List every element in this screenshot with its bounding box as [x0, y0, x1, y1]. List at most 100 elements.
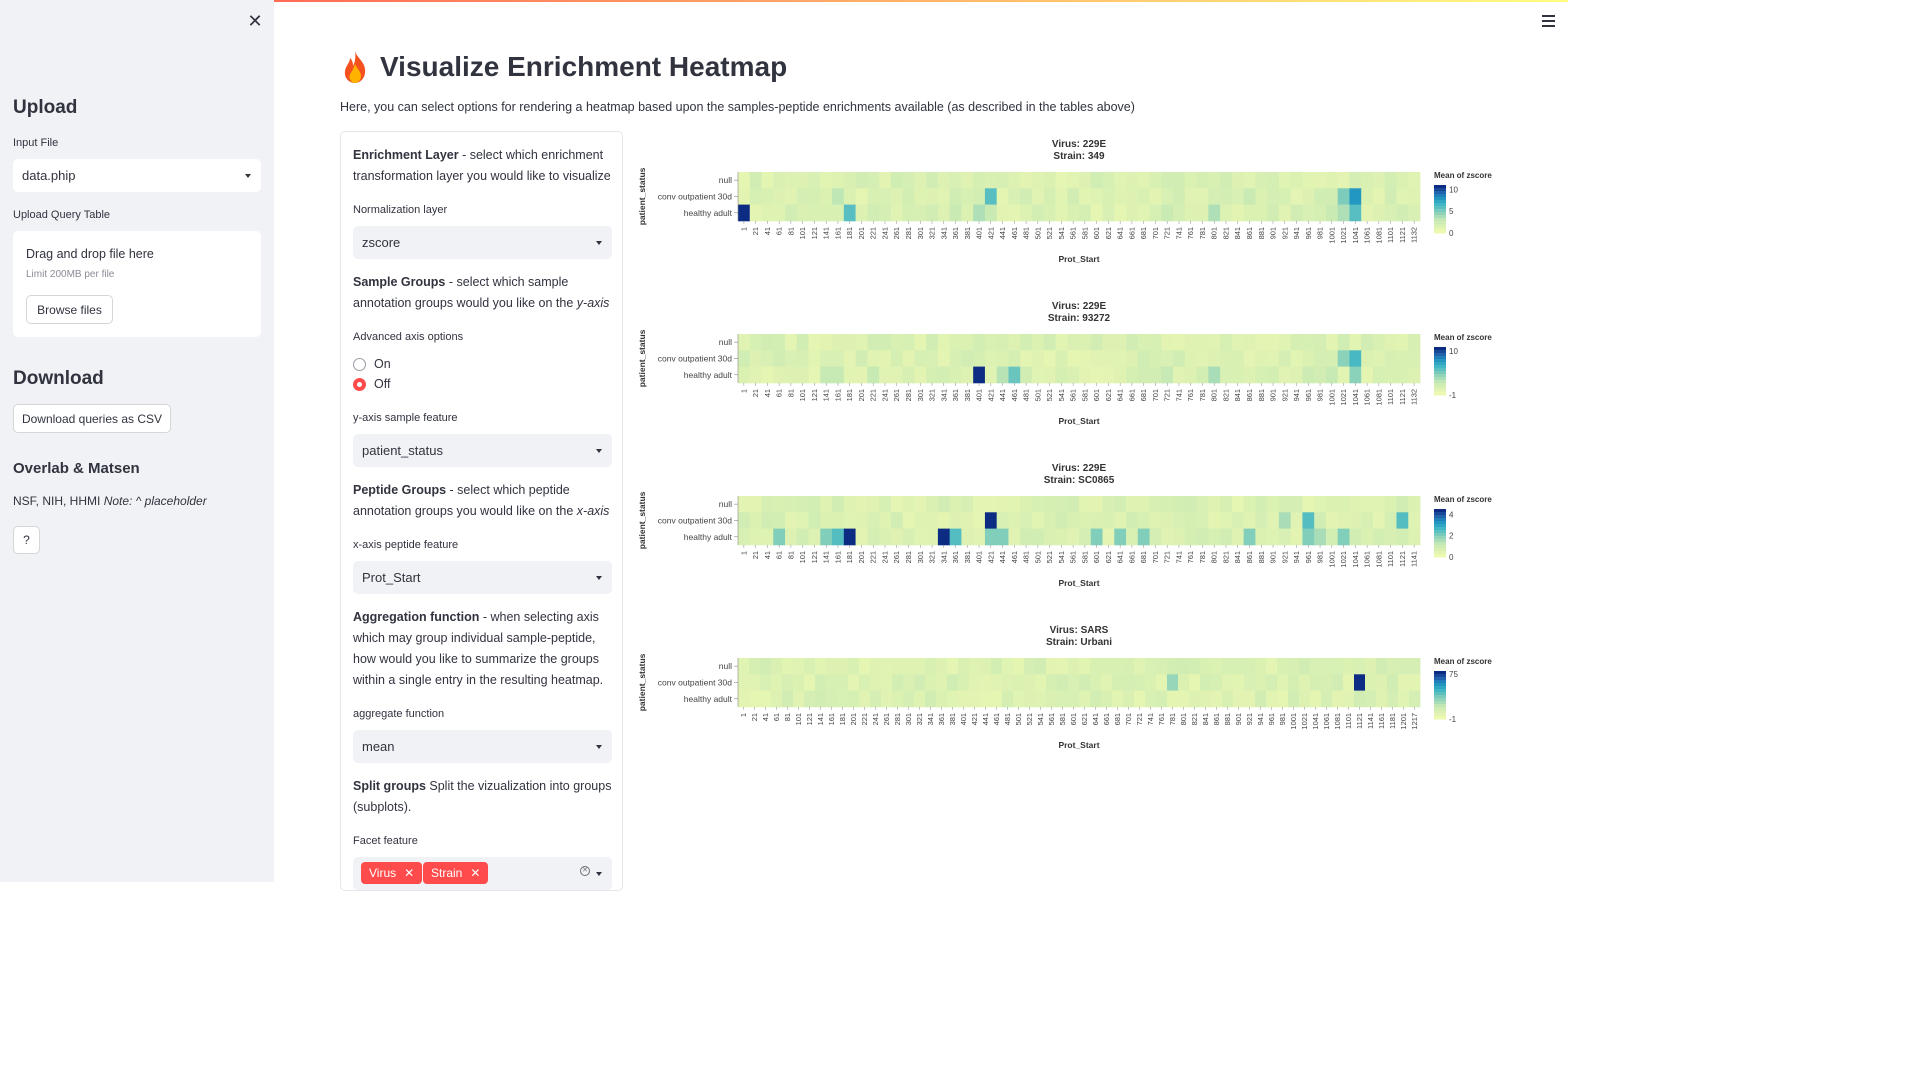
heatmap-cell	[1008, 334, 1021, 351]
browse-files-button[interactable]: Browse files	[26, 295, 113, 324]
x-tick-label: 961	[1304, 551, 1313, 564]
heatmap-cell	[1325, 204, 1339, 222]
heatmap-cell	[870, 674, 882, 691]
legend-gradient-step	[1434, 692, 1446, 696]
x-tick-label: 161	[833, 227, 842, 240]
heatmap-cell	[1043, 334, 1056, 351]
heatmap-cell	[937, 188, 951, 205]
heatmap-cell	[1396, 512, 1409, 529]
heatmap-cell	[879, 496, 892, 513]
x-tick-label: 1041	[1351, 551, 1360, 568]
heatmap-cell	[1008, 188, 1021, 205]
heatmap-cell	[1031, 350, 1045, 367]
x-tick-label: 921	[1245, 713, 1254, 726]
x-tick-label: 1121	[1398, 551, 1407, 567]
help-button[interactable]: ?	[13, 526, 40, 554]
heatmap-cell	[843, 188, 856, 205]
x-tick-label: 521	[1045, 227, 1054, 240]
legend-gradient-step	[1434, 389, 1446, 393]
x-tick-label: 981	[1278, 713, 1287, 726]
heatmap-cell	[1231, 496, 1245, 513]
heatmap-cell	[961, 496, 974, 513]
heatmap-cell	[1222, 674, 1234, 691]
x-tick-label: 921	[1280, 389, 1289, 402]
heatmap-cell	[1090, 674, 1102, 691]
heatmap-cell	[1013, 690, 1025, 708]
heatmap-cell	[1255, 334, 1268, 351]
heatmap-cell	[1161, 350, 1174, 367]
file-dropzone[interactable]: Drag and drop file here Limit 200MB per …	[13, 231, 261, 337]
heatmap-cell	[1408, 512, 1421, 529]
xfeature-select[interactable]: Prot_Start	[353, 561, 612, 594]
radio-on[interactable]: On	[353, 357, 391, 371]
yfeature-select[interactable]: patient_status	[353, 434, 612, 467]
heatmap-cell	[1200, 690, 1212, 708]
heatmap-cell	[937, 366, 951, 384]
heatmap-cell	[1055, 512, 1068, 529]
x-tick-label: 901	[1269, 551, 1278, 564]
heatmap-cell	[855, 334, 868, 351]
heatmap-cell	[826, 674, 838, 691]
heatmap-cell	[1161, 512, 1174, 529]
heatmap-cell	[808, 528, 821, 546]
heatmap-cell	[1079, 690, 1091, 708]
agg-value: mean	[362, 739, 395, 754]
heatmap-cell	[832, 528, 845, 546]
legend-gradient-step	[1434, 524, 1446, 528]
x-tick-label: 641	[1116, 551, 1125, 564]
heatmap-cell	[996, 172, 1009, 189]
heatmap-cell	[1112, 658, 1124, 675]
facet-tag-strain[interactable]: Strain ✕	[423, 862, 489, 884]
heatmap-cell	[1002, 674, 1014, 691]
radio-off[interactable]: Off	[353, 377, 390, 391]
heatmap-cell	[843, 528, 856, 546]
x-tick-label: 61	[775, 227, 784, 235]
heatmap-cell	[820, 172, 833, 189]
clear-all-icon[interactable]: ✕	[580, 866, 590, 876]
heatmap-cell	[1079, 334, 1092, 351]
hamburger-menu-icon[interactable]	[1542, 15, 1555, 30]
x-tick-label: 301	[916, 551, 925, 564]
x-tick-label: 41	[763, 389, 772, 397]
normalization-select[interactable]: zscore	[353, 226, 612, 259]
radio-off-dot[interactable]	[353, 377, 366, 391]
heatmap-cell	[848, 690, 860, 708]
x-tick-label: 841	[1201, 713, 1210, 726]
x-tick-label: 861	[1245, 227, 1254, 240]
x-tick-label: 701	[1151, 389, 1160, 402]
heatmap-cell	[1267, 366, 1280, 384]
facet-label: Facet feature	[353, 835, 418, 847]
close-icon[interactable]: ✕	[247, 11, 263, 31]
x-tick-label: 41	[763, 551, 772, 559]
heatmap-cell	[1161, 528, 1174, 546]
heatmap-cell	[1156, 690, 1168, 708]
close-icon[interactable]: ✕	[470, 866, 481, 880]
legend-gradient-step	[1434, 359, 1446, 363]
heatmap-cell	[1137, 512, 1150, 529]
x-tick-label: 741	[1174, 551, 1183, 564]
heatmap-cell	[1024, 658, 1036, 675]
y-tick-label: healthy adult	[684, 532, 733, 542]
heatmap-cell	[1090, 366, 1103, 384]
y-tick-label: conv outpatient 30d	[658, 515, 732, 525]
legend-gradient-step	[1434, 380, 1446, 384]
heatmap-cell	[973, 172, 986, 189]
input-file-select[interactable]: data.phip	[13, 159, 261, 192]
legend-tick-label: -1	[1449, 391, 1457, 400]
legend-gradient-step	[1434, 209, 1446, 213]
heatmap-cell	[1189, 690, 1201, 708]
agg-select[interactable]: mean	[353, 730, 612, 763]
heatmap-cell	[1090, 172, 1103, 189]
heatmap-cell	[1126, 172, 1139, 189]
x-tick-label: 341	[939, 227, 948, 240]
download-csv-button[interactable]: Download queries as CSV	[13, 404, 171, 433]
heatmap-cell	[937, 172, 951, 189]
facet-multiselect[interactable]: Virus ✕ Strain ✕ ✕	[353, 857, 612, 890]
heatmap-cell	[749, 528, 762, 546]
x-tick-label: 661	[1127, 551, 1136, 564]
radio-on-dot[interactable]	[353, 357, 366, 371]
facet-tag-virus[interactable]: Virus ✕	[361, 862, 423, 884]
heatmap-cell	[1231, 366, 1245, 384]
x-tick-label: 721	[1135, 713, 1144, 726]
close-icon[interactable]: ✕	[404, 866, 415, 880]
